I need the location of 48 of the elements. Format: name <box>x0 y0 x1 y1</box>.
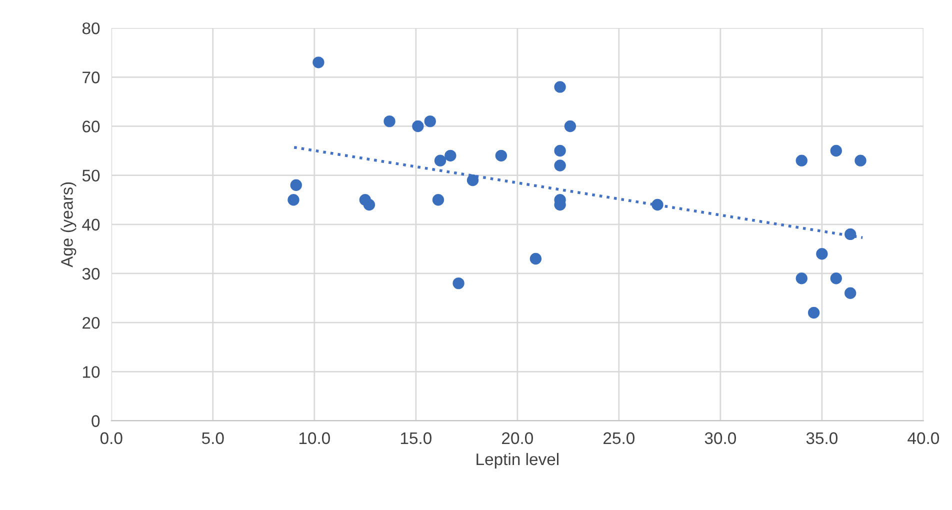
y-tick-label: 0 <box>92 415 100 427</box>
point <box>854 154 866 166</box>
y-axis-title: Age (years) <box>60 182 76 268</box>
point <box>844 287 856 299</box>
point <box>808 306 820 319</box>
point <box>554 81 566 93</box>
point <box>288 194 300 206</box>
y-tick-label: 70 <box>82 72 100 84</box>
x-tick-label: 20.0 <box>502 432 533 444</box>
x-tick-label: 15.0 <box>400 432 432 444</box>
point <box>312 56 324 68</box>
point <box>434 154 446 166</box>
point <box>844 228 856 240</box>
x-tick-label: 30.0 <box>704 432 736 444</box>
x-tick-label: 25.0 <box>604 432 634 444</box>
point <box>495 150 508 162</box>
y-tick-label: 80 <box>82 22 100 34</box>
x-axis-title: Leptin level <box>476 452 558 468</box>
y-tick-label: 60 <box>82 120 100 132</box>
point <box>554 144 566 157</box>
y-tick-label: 30 <box>82 268 100 280</box>
point <box>432 194 444 206</box>
point <box>652 198 664 211</box>
point <box>290 179 302 191</box>
y-tick-label: 40 <box>82 218 100 231</box>
point <box>424 115 436 128</box>
point <box>444 150 456 162</box>
y-tick-label: 50 <box>82 170 100 182</box>
point <box>384 115 396 128</box>
point <box>564 120 576 132</box>
point <box>412 120 424 132</box>
x-tick-label: 40.0 <box>908 432 940 444</box>
point <box>452 277 464 290</box>
point <box>530 252 542 265</box>
y-tick-label: 20 <box>82 316 100 329</box>
point <box>830 144 842 157</box>
x-tick-label: 0.0 <box>100 432 122 444</box>
point <box>816 248 828 260</box>
point <box>796 154 808 166</box>
point <box>796 272 808 284</box>
x-tick-label: 10.0 <box>299 432 330 444</box>
x-tick-label: 5.0 <box>202 432 224 444</box>
point <box>554 160 566 172</box>
point <box>830 272 842 284</box>
x-tick-label: 35.0 <box>806 432 838 444</box>
y-tick-label: 10 <box>83 366 100 378</box>
point <box>466 174 479 186</box>
point <box>363 198 376 211</box>
